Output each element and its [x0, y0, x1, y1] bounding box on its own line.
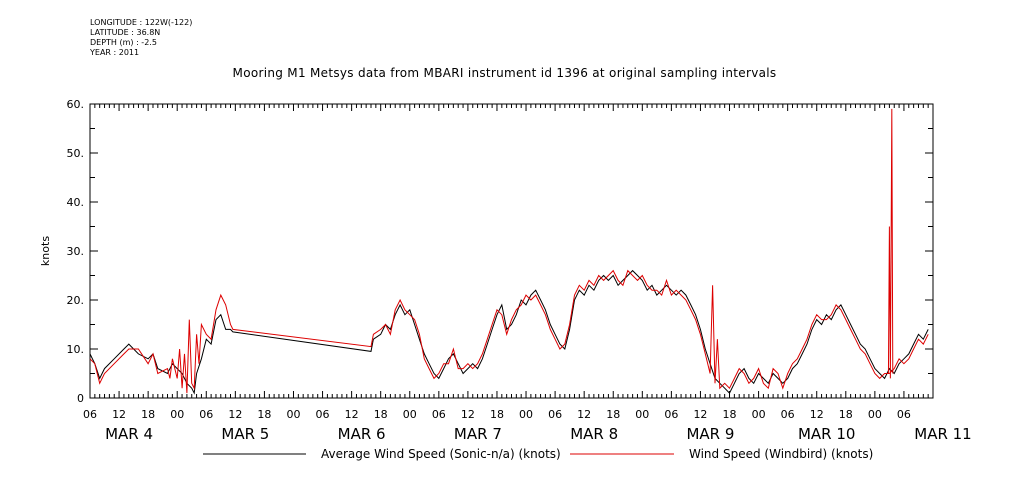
y-tick-label: 50. — [67, 147, 85, 160]
x-tick-label: 12 — [345, 408, 359, 421]
x-tick-label: 06 — [316, 408, 330, 421]
x-tick-label: 12 — [112, 408, 126, 421]
y-axis-label: knots — [39, 236, 52, 266]
x-tick-label: 18 — [606, 408, 620, 421]
x-tick-label: 12 — [228, 408, 242, 421]
depth-label: DEPTH (m) : -2.5 — [90, 38, 157, 47]
y-axis: 0 10. 20. 30. 40. 50. 60. — [67, 98, 933, 405]
x-tick-label: 12 — [810, 408, 824, 421]
legend: Average Wind Speed (Sonic-n/a) (knots) W… — [203, 447, 873, 461]
y-tick-label: 0 — [77, 392, 84, 405]
series-average-wind-speed — [89, 269, 929, 395]
y-tick-label: 40. — [67, 196, 85, 209]
x-tick-label: 06 — [199, 408, 213, 421]
latitude-label: LATITUDE : 36.8N — [90, 28, 161, 37]
x-tick-label: 06 — [83, 408, 97, 421]
x-tick-label: 06 — [548, 408, 562, 421]
legend-label-average-wind-speed: Average Wind Speed (Sonic-n/a) (knots) — [321, 447, 561, 461]
x-tick-label: 12 — [461, 408, 475, 421]
legend-label-windbird-wind-speed: Wind Speed (Windbird) (knots) — [689, 447, 873, 461]
x-date-label: MAR 5 — [221, 425, 269, 443]
series-layer — [89, 108, 929, 395]
chart-title: Mooring M1 Metsys data from MBARI instru… — [232, 66, 777, 80]
year-label: YEAR : 2011 — [90, 48, 140, 57]
x-tick-label: 12 — [577, 408, 591, 421]
x-tick-label: 00 — [519, 408, 533, 421]
x-tick-label: 06 — [432, 408, 446, 421]
x-axis: 06 12 18 00 06 12 18 00 06 12 18 00 06 12 18 00 06 12 18 00… — [83, 104, 972, 443]
x-tick-label: 06 — [781, 408, 795, 421]
metadata-block: LONGITUDE : 122W(-122) LATITUDE : 36.8N … — [90, 18, 192, 58]
series-windbird-wind-speed — [89, 269, 929, 394]
x-date-label: MAR 11 — [914, 425, 971, 443]
x-tick-label: 00 — [635, 408, 649, 421]
y-tick-label: 10. — [67, 343, 85, 356]
x-tick-label: 00 — [868, 408, 882, 421]
x-tick-label: 06 — [897, 408, 911, 421]
x-date-label: MAR 4 — [105, 425, 153, 443]
x-tick-label: 12 — [693, 408, 707, 421]
x-tick-label: 00 — [286, 408, 300, 421]
x-tick-label: 18 — [141, 408, 155, 421]
x-tick-label: 18 — [374, 408, 388, 421]
y-tick-label: 30. — [67, 245, 85, 258]
x-tick-label: 00 — [752, 408, 766, 421]
x-date-label: MAR 10 — [798, 425, 855, 443]
x-tick-label: 06 — [664, 408, 678, 421]
y-tick-label: 20. — [67, 294, 85, 307]
longitude-label: LONGITUDE : 122W(-122) — [90, 18, 193, 27]
x-tick-label: 00 — [170, 408, 184, 421]
plot-frame — [89, 103, 934, 399]
x-tick-label: 00 — [403, 408, 417, 421]
x-date-label: MAR 6 — [338, 425, 386, 443]
x-date-label: MAR 8 — [570, 425, 618, 443]
x-date-label: MAR 9 — [686, 425, 734, 443]
x-date-label: MAR 7 — [454, 425, 502, 443]
x-tick-label: 18 — [490, 408, 504, 421]
y-tick-label: 60. — [67, 98, 85, 111]
x-tick-label: 18 — [723, 408, 737, 421]
x-tick-label: 18 — [257, 408, 271, 421]
windbird-spike — [887, 108, 894, 379]
x-tick-label: 18 — [839, 408, 853, 421]
